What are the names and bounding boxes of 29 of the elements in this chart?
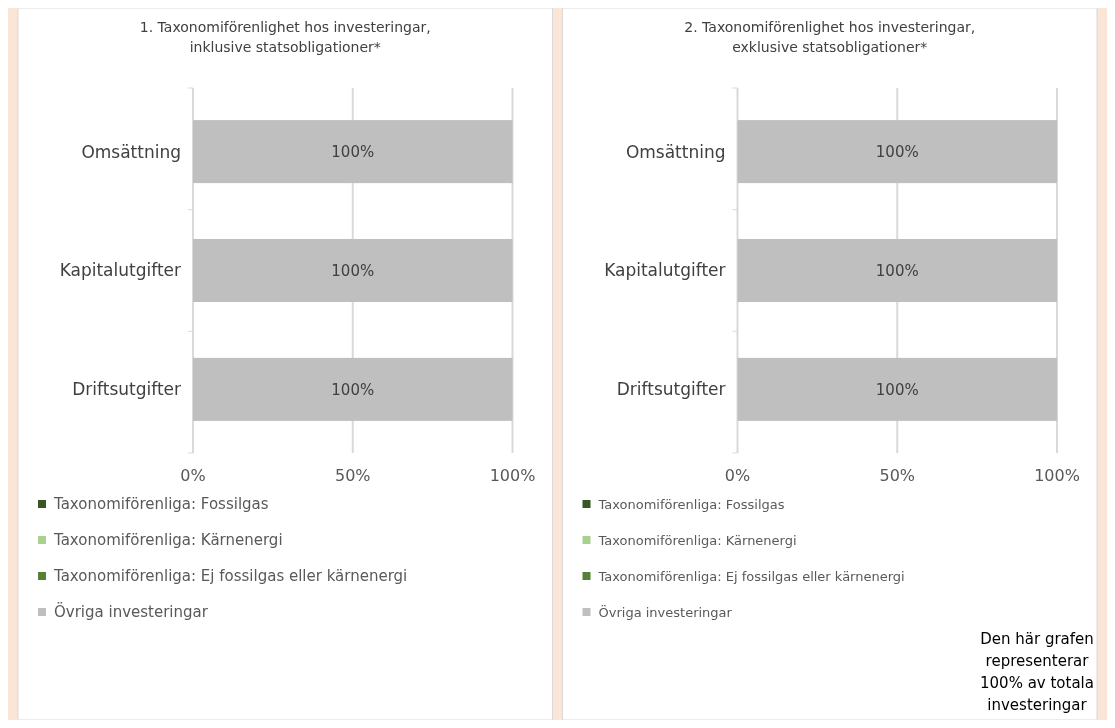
data-label: 100% <box>875 261 919 280</box>
legend-label: Taxonomiförenliga: Kärnenergi <box>597 532 797 548</box>
legend-label: Övriga investeringar <box>54 602 209 622</box>
y-tick-label: Kapitalutgifter <box>604 260 726 281</box>
chart-title: 2. Taxonomiförenlighet hos investeringar, exklusive statsobligationer* <box>684 19 976 55</box>
x-tick-label: 100% <box>1034 466 1080 485</box>
data-label: 100% <box>875 142 919 161</box>
x-tick-label: 50% <box>334 466 371 485</box>
x-tick-label: 50% <box>879 466 916 485</box>
legend-label: Taxonomiförenliga: Ej fossilgas eller kärnenergi <box>53 567 408 586</box>
x-tick-label: 0% <box>180 466 206 485</box>
legend-label: Taxonomiförenliga: Kärnenergi <box>53 531 283 550</box>
x-tick-label: 0% <box>724 466 751 485</box>
legend-label: Taxonomiförenliga: Fossilgas <box>53 495 269 514</box>
y-tick-label: Driftsutgifter <box>616 379 726 400</box>
y-tick-label: Omsättning <box>81 141 181 162</box>
y-tick-label: Kapitalutgifter <box>59 260 182 281</box>
y-tick-label: Driftsutgifter <box>72 379 182 400</box>
data-label: 100% <box>331 142 375 161</box>
data-label: 100% <box>875 380 919 399</box>
legend-label: Övriga investeringar <box>598 603 733 620</box>
chart-title: 1. Taxonomiförenlighet hos investeringar, inklusive statsobligationer* <box>139 19 431 55</box>
x-tick-label: 100% <box>489 466 536 485</box>
data-label: 100% <box>331 261 375 280</box>
legend-label: Taxonomiförenliga: Fossilgas <box>597 496 785 512</box>
data-label: 100% <box>331 380 375 399</box>
text: Den här grafen representerar 100% av totala investeringar <box>980 630 1094 714</box>
y-tick-label: Omsättning <box>625 141 726 162</box>
legend-label: Taxonomiförenliga: Ej fossilgas eller kärnenergi <box>597 568 905 584</box>
